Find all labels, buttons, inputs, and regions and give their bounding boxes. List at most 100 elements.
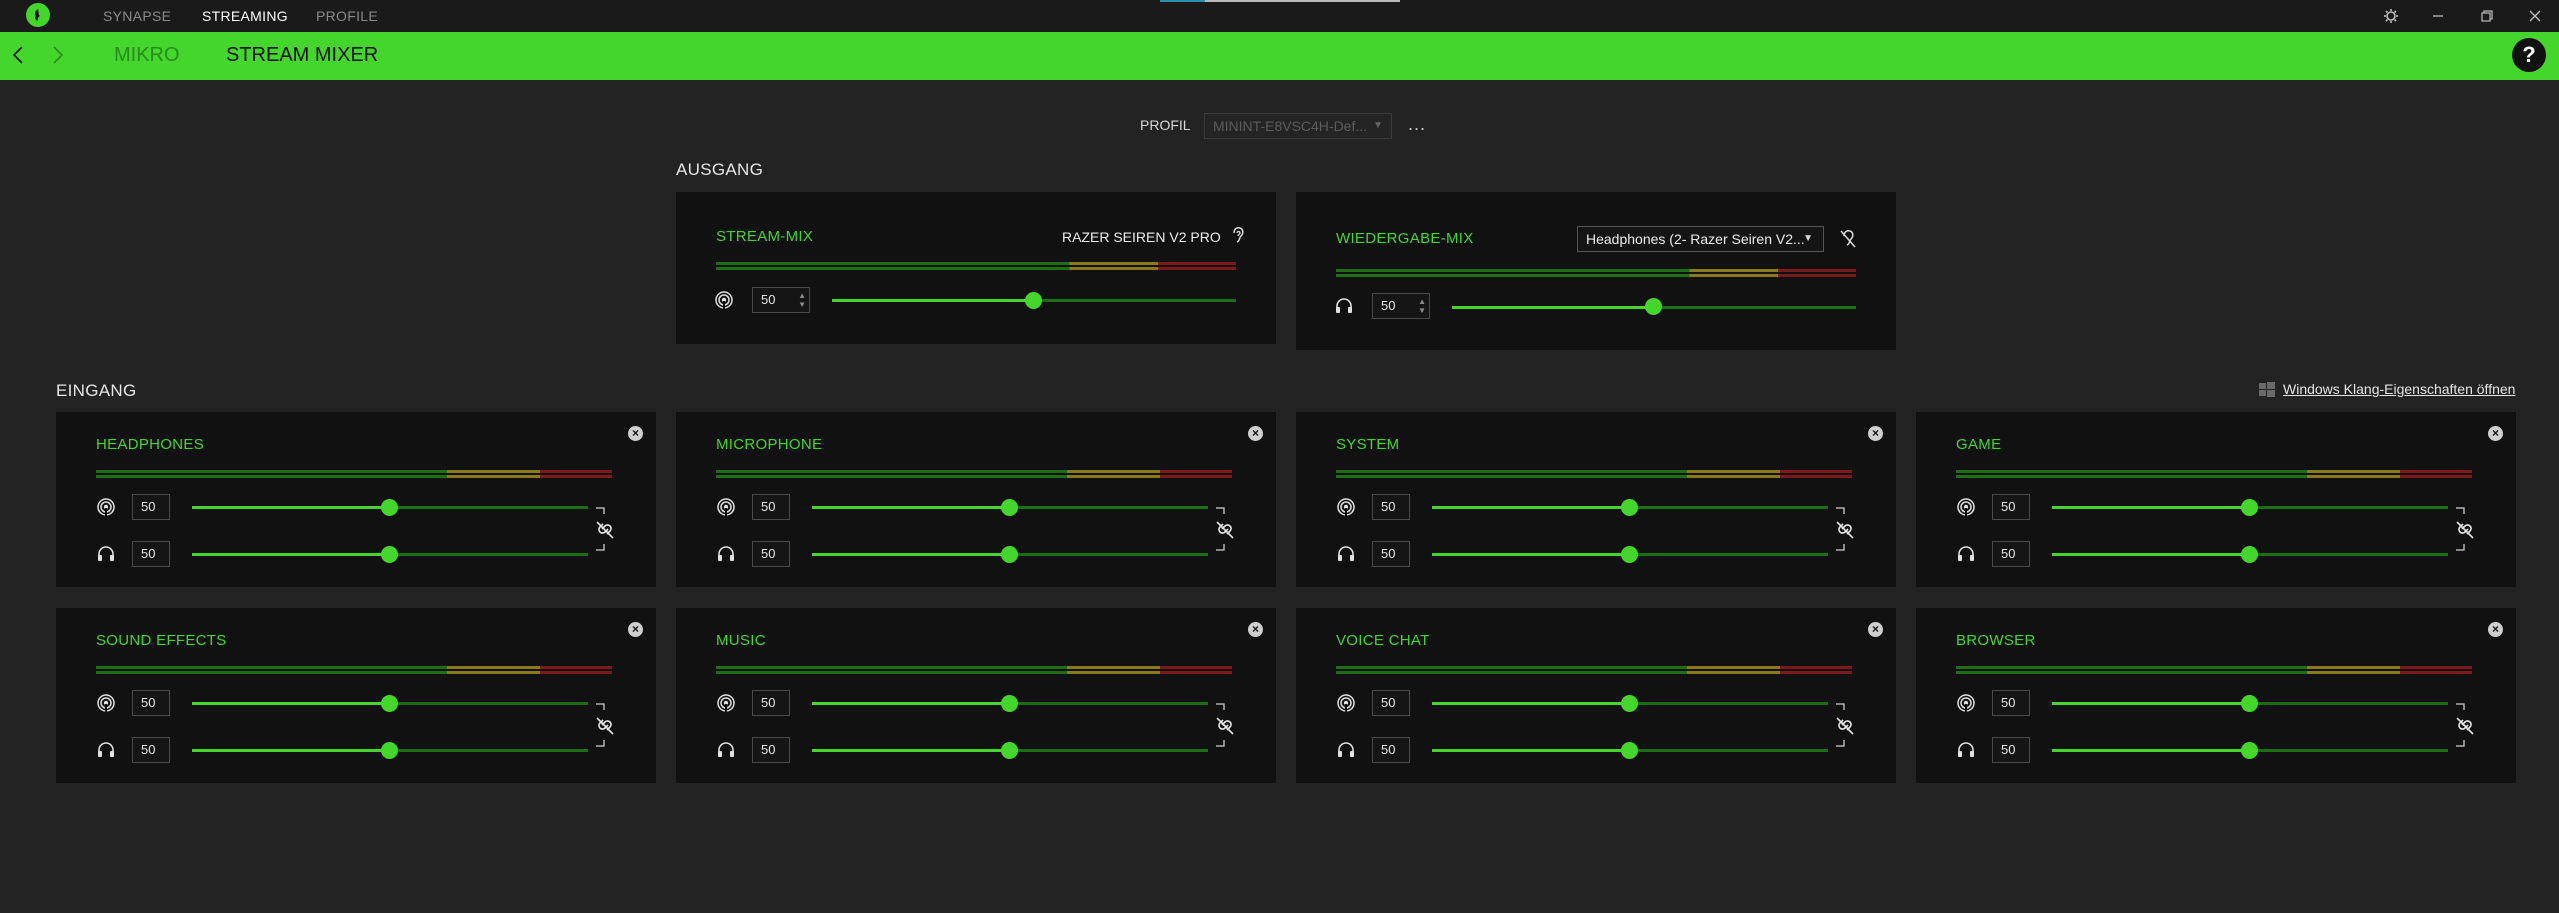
channel-card-microphone: MICROPHONE × 50 50 [676,412,1276,587]
broadcast-icon [716,497,736,517]
unlink-icon[interactable] [1214,700,1238,748]
stream-volume-input[interactable]: 50 [1372,690,1410,716]
monitor-volume-value: 50 [1381,546,1396,561]
stream-volume-input[interactable]: 50 [752,690,790,716]
stepper-icon[interactable]: ▲ ▼ [1418,297,1426,315]
broadcast-icon [96,693,116,713]
stream-volume-slider-knob[interactable] [1001,499,1018,516]
monitor-volume-value: 50 [141,546,156,561]
playback-mix-slider-fill [1452,306,1654,309]
close-icon[interactable]: × [628,622,643,637]
stream-volume-value: 50 [2001,695,2016,710]
stream-volume-input[interactable]: 50 [1372,494,1410,520]
stream-mix-device: RAZER SEIREN V2 PRO [1062,229,1221,245]
playback-device-value: Headphones (2- Razer Seiren V2... [1586,231,1805,247]
stream-volume-input[interactable]: 50 [1992,690,2030,716]
settings-gear-icon[interactable] [2381,6,2401,26]
channel-title: MICROPHONE [716,436,823,453]
close-icon[interactable]: × [1248,426,1263,441]
stream-volume-slider-fill [1432,702,1630,705]
forward-arrow-icon[interactable] [50,44,66,71]
monitor-volume-input[interactable]: 50 [752,541,790,567]
unlink-icon[interactable] [1834,504,1858,552]
channel-level-meter [1336,666,1852,674]
channel-title: BROWSER [1956,632,2036,649]
stream-volume-input[interactable]: 50 [132,690,170,716]
stream-volume-slider-knob[interactable] [2241,695,2258,712]
stream-mix-slider-knob[interactable] [1025,292,1042,309]
stream-volume-input[interactable]: 50 [752,494,790,520]
playback-mix-slider-knob[interactable] [1645,298,1662,315]
close-icon[interactable]: × [2488,426,2503,441]
channel-card-music: MUSIC × 50 50 [676,608,1276,783]
profile-dropdown[interactable]: MININT-E8VSC4H-Def... ▼ [1204,113,1392,139]
headphones-icon [96,740,116,760]
unlink-icon[interactable] [1834,700,1858,748]
broadcast-icon [716,693,736,713]
stream-volume-input[interactable]: 50 [1992,494,2030,520]
unlink-icon[interactable] [2454,504,2478,552]
monitor-volume-slider-knob[interactable] [381,742,398,759]
channel-card-sound-effects: SOUND EFFECTS × 50 50 [56,608,656,783]
tab-streaming[interactable]: STREAMING [202,8,288,24]
windows-sound-settings-link[interactable]: Windows Klang-Eigenschaften öffnen [2283,381,2516,397]
stream-volume-slider-knob[interactable] [1001,695,1018,712]
mute-ear-icon[interactable] [1838,228,1858,248]
playback-mix-title: WIEDERGABE-MIX [1336,230,1474,247]
breadcrumb-device[interactable]: MIKRO [114,44,180,66]
output-section-title: AUSGANG [676,160,764,179]
close-icon[interactable]: × [1868,622,1883,637]
tab-profile[interactable]: PROFILE [316,8,379,24]
monitor-volume-input[interactable]: 50 [1372,737,1410,763]
monitor-volume-slider-knob[interactable] [1621,742,1638,759]
monitor-volume-input[interactable]: 50 [1992,737,2030,763]
stream-volume-slider-knob[interactable] [1621,499,1638,516]
stream-volume-value: 50 [141,695,156,710]
monitor-volume-slider-fill [2052,749,2250,752]
stream-volume-input[interactable]: 50 [132,494,170,520]
back-arrow-icon[interactable] [10,44,26,71]
minimize-icon[interactable] [2428,6,2448,26]
tab-synapse[interactable]: SYNAPSE [103,8,172,24]
headphones-icon [1334,296,1354,316]
monitor-volume-slider-knob[interactable] [2241,742,2258,759]
monitor-volume-slider-knob[interactable] [1001,742,1018,759]
stream-volume-slider-knob[interactable] [381,499,398,516]
monitor-volume-slider-knob[interactable] [1621,546,1638,563]
unlink-icon[interactable] [594,504,618,552]
help-button[interactable]: ? [2512,38,2546,72]
unlink-icon[interactable] [2454,700,2478,748]
monitor-volume-slider-knob[interactable] [381,546,398,563]
more-options-button[interactable]: ... [1408,114,1427,134]
stream-volume-slider-knob[interactable] [2241,499,2258,516]
monitor-volume-input[interactable]: 50 [132,541,170,567]
monitor-volume-slider-knob[interactable] [2241,546,2258,563]
stream-mix-volume-input[interactable]: 50 ▲ ▼ [752,287,810,313]
restore-icon[interactable] [2477,6,2497,26]
stream-volume-value: 50 [141,499,156,514]
close-icon[interactable]: × [1248,622,1263,637]
channel-level-meter [1956,470,2472,478]
playback-mix-volume-input[interactable]: 50 ▲ ▼ [1372,293,1430,319]
channel-title: GAME [1956,436,2002,453]
close-icon[interactable]: × [1868,426,1883,441]
channel-card-voice-chat: VOICE CHAT × 50 50 [1296,608,1896,783]
unlink-icon[interactable] [1214,504,1238,552]
stepper-icon[interactable]: ▲ ▼ [798,291,806,309]
monitor-volume-input[interactable]: 50 [752,737,790,763]
stream-volume-slider-knob[interactable] [1621,695,1638,712]
unlink-icon[interactable] [594,700,618,748]
stream-volume-slider-knob[interactable] [381,695,398,712]
profile-selected-value: MININT-E8VSC4H-Def... [1213,118,1368,134]
stream-volume-slider-fill [192,702,390,705]
playback-device-dropdown[interactable]: Headphones (2- Razer Seiren V2... ▼ [1577,226,1824,252]
close-window-icon[interactable] [2525,6,2545,26]
close-icon[interactable]: × [628,426,643,441]
monitor-volume-input[interactable]: 50 [1372,541,1410,567]
monitor-volume-slider-fill [812,553,1010,556]
close-icon[interactable]: × [2488,622,2503,637]
monitor-volume-slider-knob[interactable] [1001,546,1018,563]
monitor-volume-input[interactable]: 50 [1992,541,2030,567]
monitor-volume-input[interactable]: 50 [132,737,170,763]
ear-icon[interactable] [1228,225,1248,245]
